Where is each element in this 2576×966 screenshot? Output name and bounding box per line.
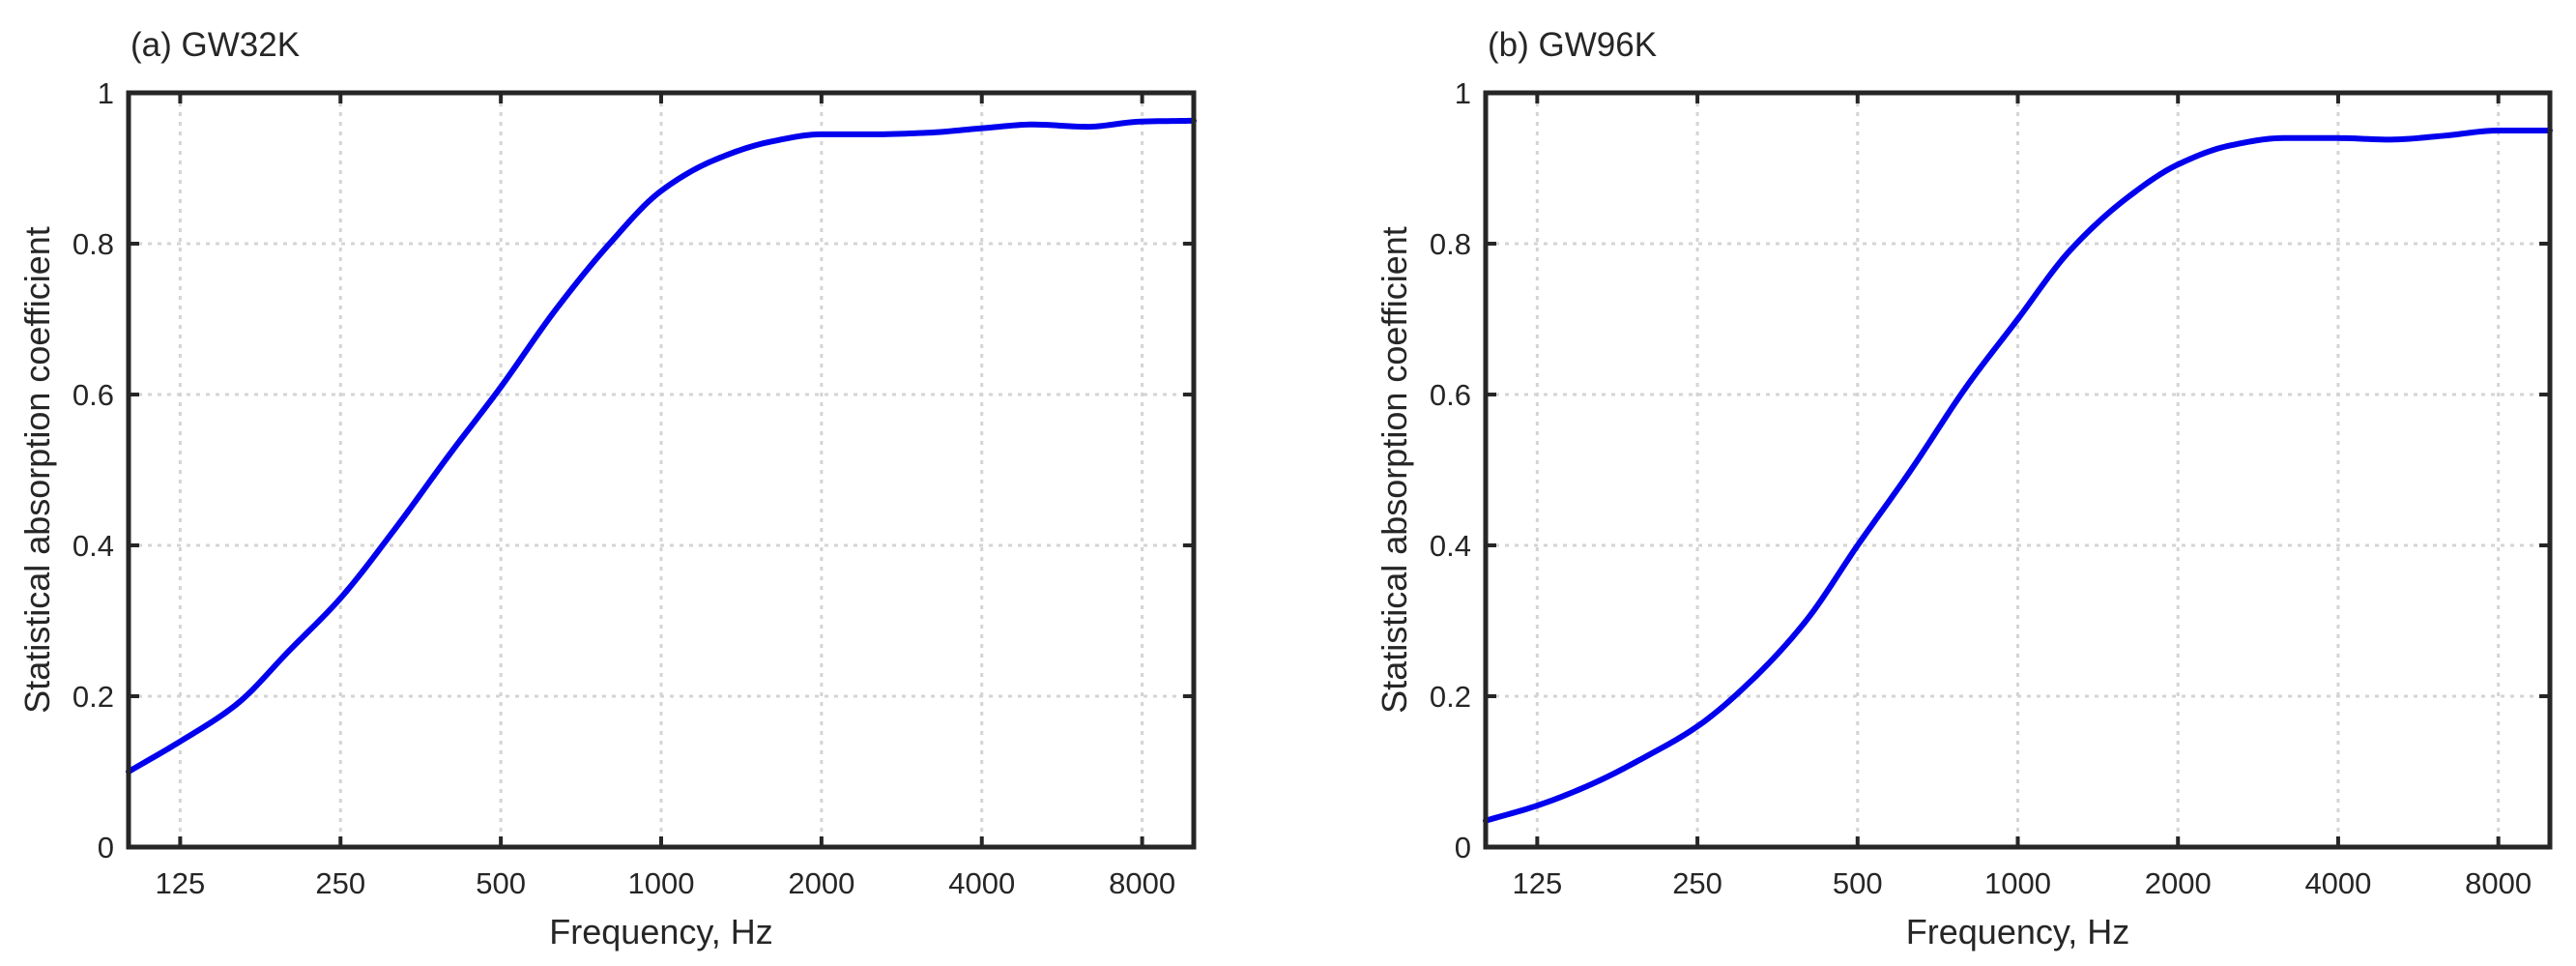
a-series-line bbox=[126, 117, 1197, 775]
a-x-tick-label: 500 bbox=[476, 866, 526, 900]
b-y-tick-label: 0.8 bbox=[1430, 227, 1471, 261]
b-series-line bbox=[1483, 128, 2553, 824]
a-x-tick-label: 4000 bbox=[948, 866, 1015, 900]
b-y-tick-label: 0.2 bbox=[1430, 680, 1471, 714]
a-y-tick-label: 1 bbox=[98, 76, 114, 110]
a-x-tick-label: 2000 bbox=[788, 866, 854, 900]
a-x-tick-label: 125 bbox=[156, 866, 206, 900]
b-x-tick-label: 250 bbox=[1672, 866, 1722, 900]
a-y-tick-label: 0.2 bbox=[72, 680, 114, 714]
b-y-tick-label: 1 bbox=[1455, 76, 1471, 110]
a-y-tick-label: 0.6 bbox=[72, 378, 114, 412]
panel-a: 125 250 500 1000 2000 4000 8000 0 0.2 0.4 0.6 0.8 1 F… bbox=[17, 26, 1197, 951]
b-y-tick-label: 0.4 bbox=[1430, 529, 1471, 563]
b-x-tick-label: 500 bbox=[1833, 866, 1883, 900]
a-y-tick-label: 0 bbox=[98, 831, 114, 864]
a-y-tick-label: 0.4 bbox=[72, 529, 114, 563]
b-y-tick-label: 0.6 bbox=[1430, 378, 1471, 412]
b-x-tick-label: 125 bbox=[1512, 866, 1562, 900]
a-panel-title: (a) GW32K bbox=[130, 26, 300, 64]
b-x-tick-label: 8000 bbox=[2465, 866, 2532, 900]
a-x-tick-label: 1000 bbox=[628, 866, 695, 900]
a-x-tick-label: 250 bbox=[315, 866, 365, 900]
a-y-axis-label: Statistical absorption coefficient bbox=[17, 226, 57, 714]
a-y-tick-label: 0.8 bbox=[72, 227, 114, 261]
b-y-axis-label: Statistical absorption coefficient bbox=[1375, 226, 1414, 714]
b-x-tick-label: 1000 bbox=[1984, 866, 2051, 900]
panel-b: 125 250 500 1000 2000 4000 8000 0 0.2 0.4 0.6 0.8 1 F… bbox=[1375, 26, 2553, 951]
a-x-axis-label: Frequency, Hz bbox=[549, 912, 772, 951]
b-x-axis-label: Frequency, Hz bbox=[1906, 912, 2129, 951]
b-x-tick-label: 2000 bbox=[2145, 866, 2212, 900]
a-x-tick-label: 8000 bbox=[1109, 866, 1175, 900]
b-panel-title: (b) GW96K bbox=[1488, 26, 1657, 64]
b-x-tick-label: 4000 bbox=[2304, 866, 2371, 900]
b-y-tick-label: 0 bbox=[1455, 831, 1471, 864]
